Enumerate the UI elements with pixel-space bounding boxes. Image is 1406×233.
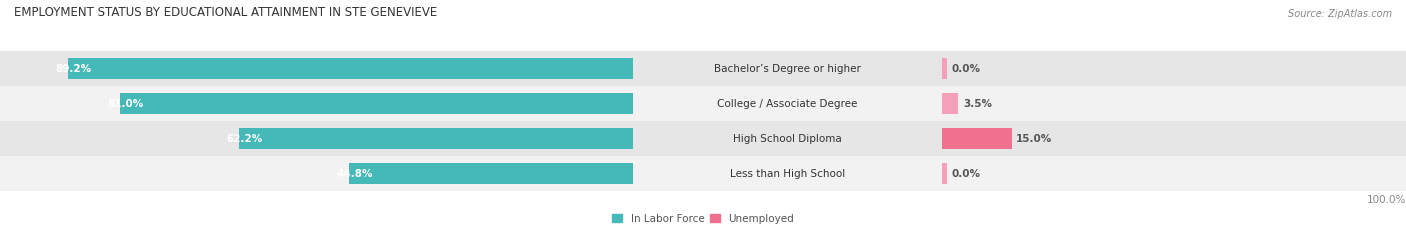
Text: 15.0%: 15.0% [1017, 134, 1053, 144]
Bar [120, 93, 633, 114]
Bar [942, 128, 1012, 149]
Legend: In Labor Force, Unemployed: In Labor Force, Unemployed [607, 209, 799, 228]
Bar [0, 156, 1406, 191]
Text: 62.2%: 62.2% [226, 134, 263, 144]
Text: 89.2%: 89.2% [56, 64, 91, 74]
Text: 0.0%: 0.0% [952, 64, 980, 74]
Bar [0, 121, 1406, 156]
Bar [0, 86, 1406, 121]
Text: 44.8%: 44.8% [336, 169, 373, 178]
Bar [0, 51, 1406, 86]
Bar [0, 86, 1406, 121]
Text: High School Diploma: High School Diploma [733, 134, 842, 144]
Text: 81.0%: 81.0% [107, 99, 143, 109]
Bar [0, 86, 1406, 121]
Text: Bachelor’s Degree or higher: Bachelor’s Degree or higher [714, 64, 860, 74]
Text: 100.0%: 100.0% [1367, 195, 1406, 205]
Text: College / Associate Degree: College / Associate Degree [717, 99, 858, 109]
Bar [0, 156, 1406, 191]
Text: Less than High School: Less than High School [730, 169, 845, 178]
Bar [942, 58, 946, 79]
Bar [239, 128, 633, 149]
Bar [0, 51, 1406, 86]
Bar [0, 156, 1406, 191]
Bar [69, 58, 633, 79]
Bar [0, 121, 1406, 156]
Text: 0.0%: 0.0% [952, 169, 980, 178]
Bar [349, 163, 633, 184]
Bar [0, 121, 1406, 156]
Bar [0, 51, 1406, 86]
Bar [942, 93, 959, 114]
Bar [942, 163, 946, 184]
Text: 3.5%: 3.5% [963, 99, 991, 109]
Text: EMPLOYMENT STATUS BY EDUCATIONAL ATTAINMENT IN STE GENEVIEVE: EMPLOYMENT STATUS BY EDUCATIONAL ATTAINM… [14, 6, 437, 19]
Text: Source: ZipAtlas.com: Source: ZipAtlas.com [1288, 9, 1392, 19]
